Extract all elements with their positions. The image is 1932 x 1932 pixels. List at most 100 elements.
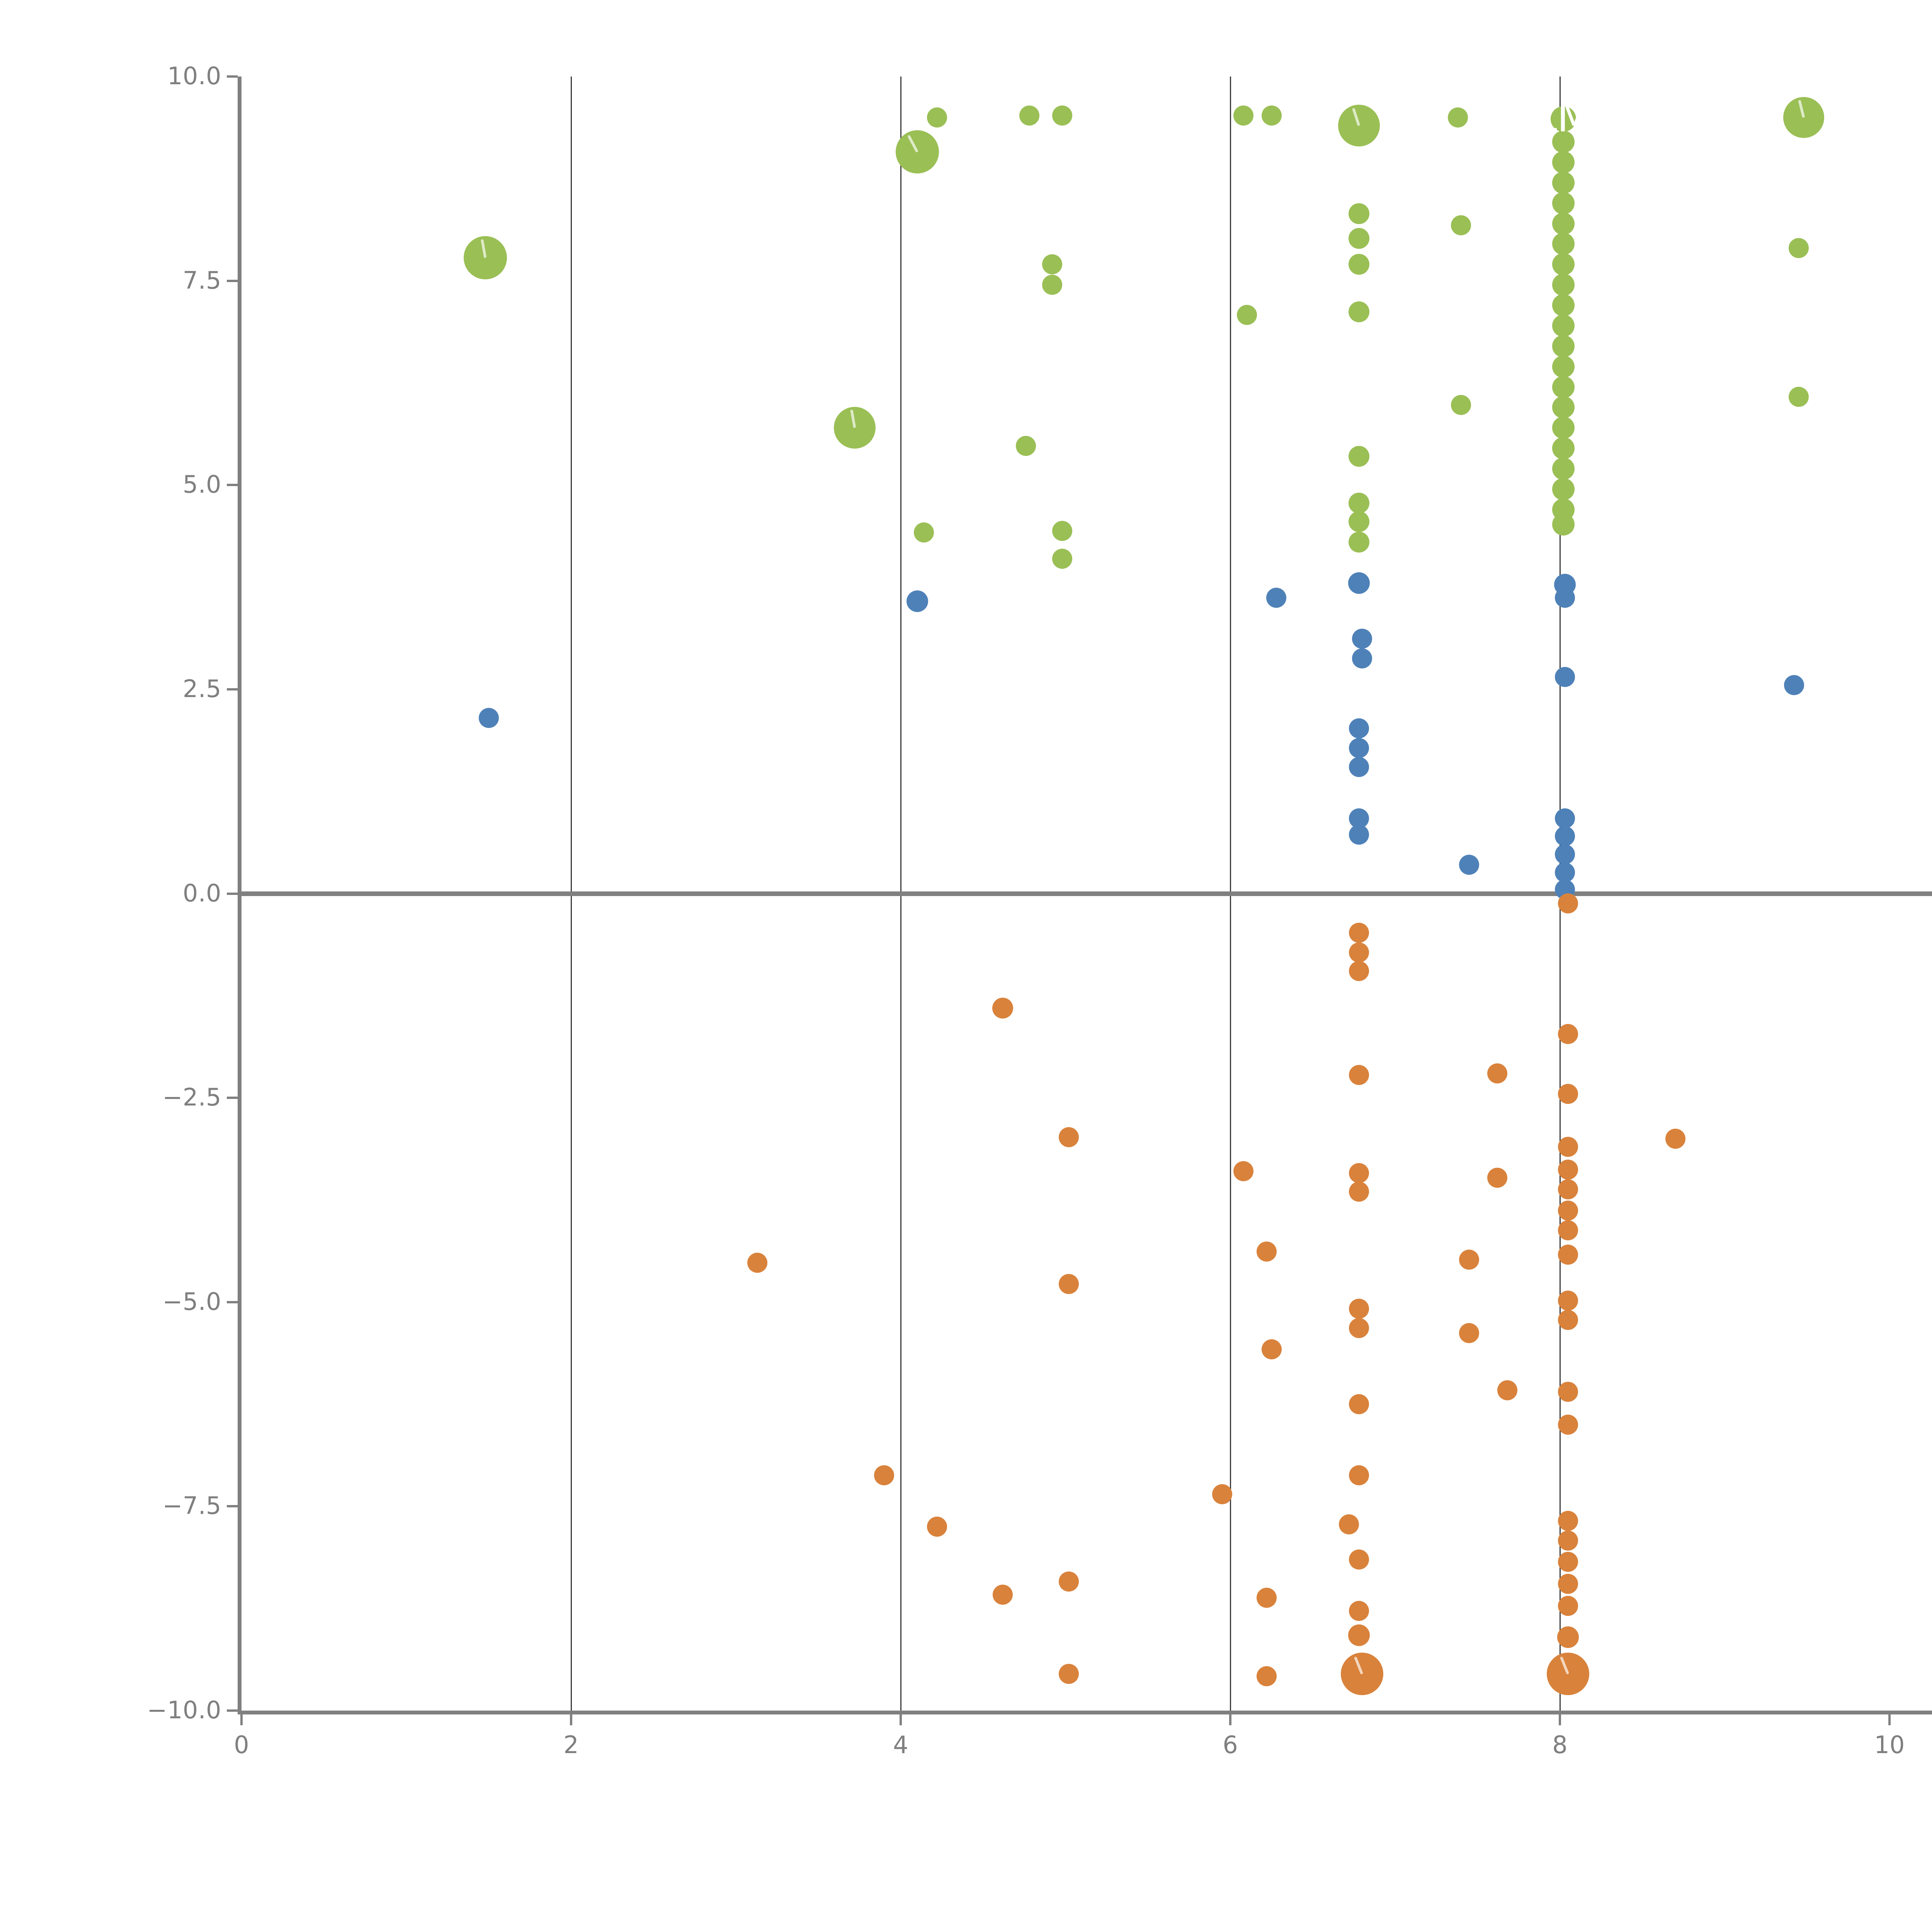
data-point-orange <box>1558 1083 1578 1104</box>
y-tick-0 <box>227 75 238 78</box>
data-point-orange <box>1349 1163 1369 1183</box>
data-point-green <box>1447 107 1468 128</box>
data-point-green <box>1233 105 1254 126</box>
data-point-orange <box>1558 1200 1578 1221</box>
x-tick-5 <box>1888 1714 1891 1725</box>
data-point-green <box>1052 548 1072 569</box>
data-point-blue <box>1554 667 1575 687</box>
data-point-green <box>1789 386 1809 407</box>
y-tick-7 <box>227 1505 238 1508</box>
data-point-green <box>1451 395 1471 415</box>
data-point-orange <box>1212 1484 1232 1504</box>
data-point-orange <box>1349 1465 1369 1486</box>
x-tick-label-4: 8 <box>1552 1731 1568 1759</box>
data-point-orange <box>1558 1310 1578 1330</box>
data-point-green <box>1552 513 1575 536</box>
data-point-blue <box>478 707 499 728</box>
data-point-green <box>913 522 934 543</box>
data-point-blue <box>1349 825 1369 845</box>
data-point-orange <box>1558 1596 1578 1616</box>
x-tick-2 <box>900 1714 902 1725</box>
data-point-orange <box>1558 1414 1578 1435</box>
data-point-orange <box>1059 1127 1079 1147</box>
y-tick-label-1: 7.5 <box>182 266 221 294</box>
data-point-orange <box>1349 1298 1369 1319</box>
data-point-green <box>1552 151 1575 174</box>
data-point-orange <box>874 1465 895 1486</box>
data-point-green <box>1789 238 1809 259</box>
data-point-orange <box>1497 1380 1517 1401</box>
data-point-orange <box>1339 1514 1359 1534</box>
data-point-green <box>1552 192 1575 214</box>
data-point-orange <box>1349 1394 1369 1415</box>
data-point-orange <box>1349 922 1369 943</box>
data-point-blue <box>1554 808 1575 828</box>
data-point-orange <box>1558 1531 1578 1551</box>
data-point-green <box>1552 212 1575 235</box>
x-tick-0 <box>240 1714 243 1725</box>
y-tick-8 <box>227 1709 238 1712</box>
data-point-green <box>1042 275 1063 295</box>
data-point-green <box>1348 446 1369 467</box>
data-point-orange <box>1558 1179 1578 1199</box>
data-point-orange <box>1349 942 1369 963</box>
data-point-green <box>1016 435 1036 456</box>
y-tick-label-2: 5.0 <box>182 470 221 499</box>
data-point-orange <box>1558 1220 1578 1240</box>
data-point-orange <box>1349 1318 1369 1338</box>
data-point-green <box>1552 171 1575 194</box>
data-point-green <box>927 107 947 128</box>
x-axis-spine <box>238 1711 1932 1714</box>
data-point-green <box>1451 215 1471 235</box>
y-tick-1 <box>227 279 238 282</box>
data-point-green <box>1261 105 1282 126</box>
x-tick-3 <box>1229 1714 1231 1725</box>
data-point-green <box>1552 253 1575 276</box>
data-point-blue <box>1352 648 1372 668</box>
data-point-blue <box>1554 826 1575 847</box>
data-point-orange <box>1256 1241 1277 1262</box>
data-point-orange <box>1558 1136 1578 1157</box>
data-point-orange <box>1558 1245 1578 1265</box>
y-tick-label-5: −2.5 <box>162 1083 221 1112</box>
data-point-blue <box>1554 588 1575 608</box>
x-tick-label-3: 6 <box>1223 1731 1238 1759</box>
data-point-green <box>1552 274 1575 296</box>
data-point-orange <box>1059 1663 1079 1684</box>
data-point-green <box>1552 131 1575 153</box>
data-point-orange <box>1558 893 1578 913</box>
y-tick-label-0: 10.0 <box>167 62 221 90</box>
data-point-green <box>1552 335 1575 357</box>
x-tick-label-5: 10 <box>1874 1731 1905 1759</box>
data-point-green <box>1348 228 1369 249</box>
y-tick-5 <box>227 1097 238 1099</box>
data-point-orange <box>927 1517 947 1537</box>
data-point-blue <box>1554 862 1575 883</box>
y-tick-label-3: 2.5 <box>182 674 221 703</box>
data-point-orange <box>1256 1588 1277 1608</box>
data-point-orange <box>1487 1063 1507 1083</box>
data-point-orange <box>1349 1182 1369 1202</box>
x-tick-label-0: 0 <box>234 1731 249 1759</box>
data-point-green <box>1348 532 1369 553</box>
data-point-orange <box>1558 1160 1578 1180</box>
data-point-blue <box>1348 572 1370 594</box>
data-point-orange <box>1487 1168 1507 1188</box>
data-point-green <box>1019 105 1039 126</box>
y-tick-label-4: 0.0 <box>182 879 221 907</box>
data-point-blue <box>1349 738 1369 759</box>
data-point-blue <box>1349 757 1369 777</box>
data-point-orange <box>1349 1065 1369 1085</box>
data-point-green <box>1552 294 1575 317</box>
data-point-orange <box>1349 1601 1369 1621</box>
x-tick-1 <box>570 1714 572 1725</box>
data-point-orange <box>1349 961 1369 981</box>
data-point-orange <box>1558 1511 1578 1531</box>
data-point-green <box>1042 254 1063 275</box>
data-point-blue <box>1554 844 1575 864</box>
zero-reference-line <box>238 891 1932 896</box>
data-point-orange <box>1557 1626 1579 1648</box>
data-point-green <box>1348 203 1369 224</box>
data-point-orange <box>1558 1382 1578 1402</box>
